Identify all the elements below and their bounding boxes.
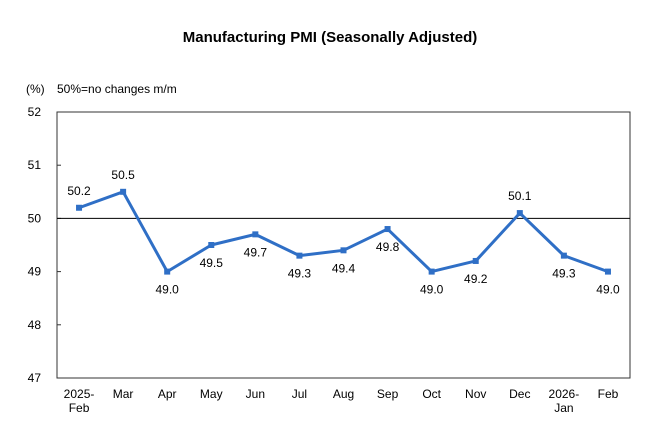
x-tick-label: May (200, 387, 223, 401)
data-point (296, 252, 303, 259)
y-tick-label: 47 (28, 371, 42, 385)
data-point (76, 204, 83, 211)
data-label: 50.1 (508, 189, 532, 203)
x-tick-label: 2025- (64, 387, 95, 401)
x-tick-label: Apr (158, 387, 177, 401)
plot-area (56, 111, 631, 379)
data-label: 49.0 (420, 283, 444, 297)
data-label: 50.2 (67, 184, 91, 198)
x-tick-label: Sep (377, 387, 399, 401)
data-label: 50.5 (111, 168, 135, 182)
data-label: 49.5 (200, 256, 224, 270)
data-label: 49.3 (288, 267, 312, 281)
x-tick-label: Feb (69, 401, 90, 415)
data-point (560, 252, 567, 259)
data-label: 49.8 (376, 240, 400, 254)
y-tick-label: 52 (28, 105, 42, 119)
y-tick-label: 49 (28, 265, 42, 279)
data-point (428, 268, 435, 275)
x-tick-label: Feb (598, 387, 619, 401)
y-tick-label: 51 (28, 158, 42, 172)
chart-title: Manufacturing PMI (Seasonally Adjusted) (183, 29, 477, 46)
data-label: 49.3 (552, 267, 576, 281)
x-tick-label: Jan (554, 401, 573, 415)
y-tick-label: 48 (28, 318, 42, 332)
data-point (384, 226, 391, 233)
data-point (604, 268, 611, 275)
x-tick-label: 2026- (549, 387, 580, 401)
data-point (472, 257, 479, 264)
y-tick-label: 50 (28, 211, 42, 225)
x-tick-label: Aug (333, 387, 354, 401)
data-point (516, 210, 523, 217)
series-line (78, 190, 609, 274)
x-tick-label: Jun (246, 387, 265, 401)
y-axis-unit-label: (%) (26, 82, 45, 96)
data-label: 49.0 (156, 283, 180, 297)
data-point (120, 188, 127, 195)
x-tick-label: Nov (465, 387, 486, 401)
data-label: 49.7 (244, 245, 268, 259)
x-tick-label: Dec (509, 387, 530, 401)
data-label: 49.2 (464, 272, 488, 286)
x-tick-label: Mar (113, 387, 134, 401)
data-point (252, 231, 259, 238)
data-label: 49.4 (332, 261, 356, 275)
data-point (164, 268, 171, 275)
data-label: 49.0 (596, 283, 620, 297)
data-point (208, 242, 215, 248)
x-tick-label: Oct (422, 387, 441, 401)
data-point (340, 247, 347, 254)
chart-annotation: 50%=no changes m/m (57, 82, 177, 96)
x-tick-label: Jul (292, 387, 307, 401)
